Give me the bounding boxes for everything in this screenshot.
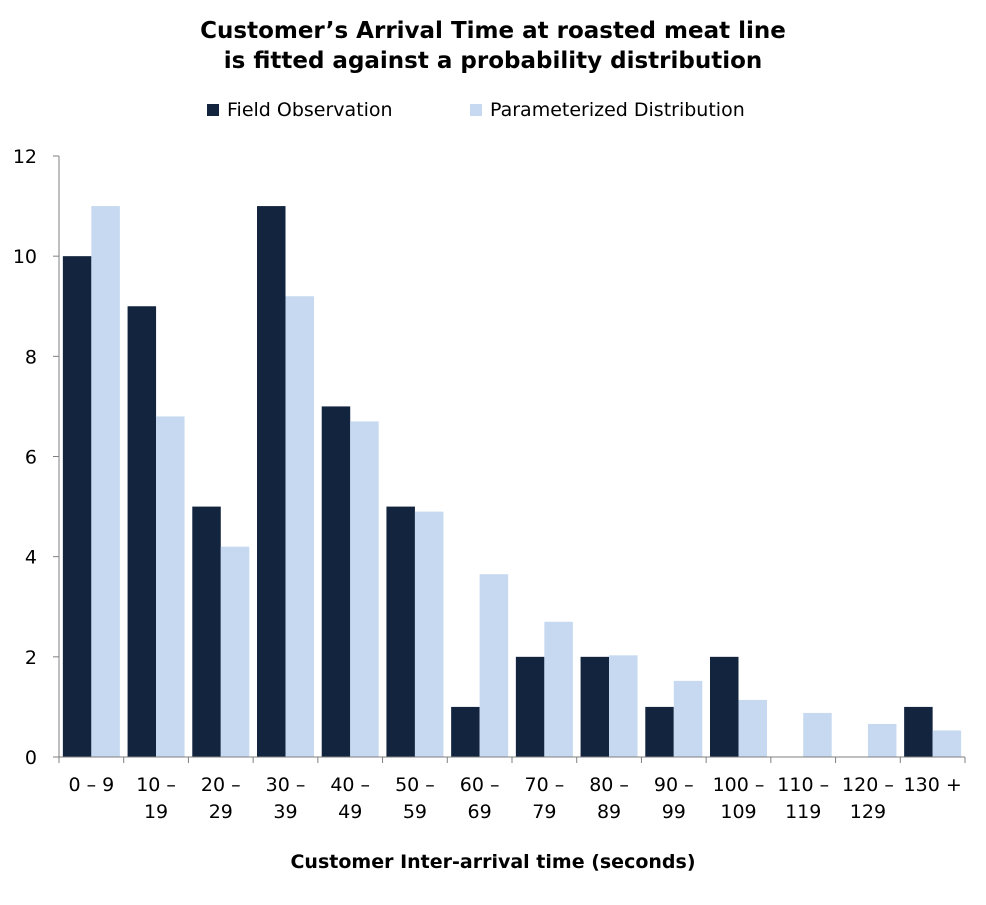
x-tick-label-12-line-2: 129 bbox=[850, 801, 886, 823]
x-tick-label-0-line-1: 0 – 9 bbox=[68, 774, 114, 796]
x-tick-label-8-line-2: 89 bbox=[597, 801, 621, 823]
y-tick-label-6: 6 bbox=[25, 447, 37, 469]
bar-parameterized-distribution-13 bbox=[932, 730, 962, 757]
x-tick-label-7-line-1: 70 – bbox=[524, 774, 564, 796]
bar-field-observation-5 bbox=[386, 506, 415, 757]
x-tick-label-8-line-1: 80 – bbox=[589, 774, 629, 796]
y-tick-label-12: 12 bbox=[13, 146, 37, 168]
x-tick-label-6-line-2: 69 bbox=[468, 801, 492, 823]
bar-parameterized-distribution-6 bbox=[479, 574, 509, 757]
legend-label-field-observation: Field Observation bbox=[227, 99, 393, 121]
x-tick-label-10-line-2: 109 bbox=[720, 801, 756, 823]
bar-parameterized-distribution-5 bbox=[414, 511, 444, 757]
bar-field-observation-7 bbox=[515, 656, 545, 757]
y-tick-label-0: 0 bbox=[25, 747, 37, 769]
bar-parameterized-distribution-7 bbox=[544, 621, 573, 757]
bar-parameterized-distribution-9 bbox=[673, 680, 703, 757]
x-tick-label-6-line-1: 60 – bbox=[460, 774, 500, 796]
bar-parameterized-distribution-10 bbox=[738, 699, 767, 757]
legend-item-parameterized-distribution: Parameterized Distribution bbox=[470, 99, 745, 121]
x-tick-label-10-line-1: 100 – bbox=[713, 774, 765, 796]
x-tick-label-4-line-1: 40 – bbox=[330, 774, 370, 796]
bar-field-observation-6 bbox=[451, 706, 480, 757]
x-tick-label-3-line-2: 39 bbox=[273, 801, 297, 823]
x-tick-label-11-line-1: 110 – bbox=[777, 774, 829, 796]
bar-parameterized-distribution-1 bbox=[156, 416, 185, 757]
legend: Field Observation Parameterized Distribu… bbox=[0, 99, 986, 125]
legend-item-field-observation: Field Observation bbox=[207, 99, 393, 121]
bar-field-observation-3 bbox=[257, 206, 286, 758]
bar-field-observation-4 bbox=[321, 406, 351, 757]
bar-field-observation-1 bbox=[127, 306, 157, 757]
legend-swatch-parameterized-distribution bbox=[470, 104, 482, 116]
x-tick-label-3-line-1: 30 – bbox=[266, 774, 306, 796]
x-tick-label-2-line-1: 20 – bbox=[201, 774, 241, 796]
bar-field-observation-0 bbox=[62, 256, 92, 757]
x-tick-label-9-line-1: 90 – bbox=[654, 774, 694, 796]
bar-parameterized-distribution-12 bbox=[867, 723, 897, 757]
x-axis-title: Customer Inter-arrival time (seconds) bbox=[290, 851, 696, 873]
bar-field-observation-13 bbox=[904, 706, 933, 757]
x-tick-label-7-line-2: 79 bbox=[532, 801, 556, 823]
legend-swatch-field-observation bbox=[207, 104, 219, 116]
chart-title: Customer’s Arrival Time at roasted meat … bbox=[0, 16, 986, 76]
chart-title-line-1: Customer’s Arrival Time at roasted meat … bbox=[200, 18, 786, 44]
bar-parameterized-distribution-0 bbox=[91, 206, 120, 758]
bar-parameterized-distribution-2 bbox=[220, 546, 250, 757]
y-tick-label-8: 8 bbox=[25, 346, 37, 368]
y-tick-label-10: 10 bbox=[13, 246, 37, 268]
x-tick-label-1-line-2: 19 bbox=[144, 801, 168, 823]
x-tick-label-11-line-2: 119 bbox=[785, 801, 821, 823]
y-tick-label-2: 2 bbox=[25, 647, 37, 669]
bar-field-observation-2 bbox=[192, 506, 221, 757]
x-tick-label-4-line-2: 49 bbox=[338, 801, 362, 823]
x-tick-label-9-line-2: 99 bbox=[662, 801, 686, 823]
x-tick-label-5-line-1: 50 – bbox=[395, 774, 435, 796]
bar-parameterized-distribution-3 bbox=[285, 296, 314, 757]
bar-field-observation-10 bbox=[710, 656, 739, 757]
x-tick-label-5-line-2: 59 bbox=[403, 801, 427, 823]
x-tick-label-13-line-1: 130 + bbox=[904, 774, 962, 796]
bar-field-observation-8 bbox=[580, 656, 610, 757]
chart-title-line-2: is fitted against a probability distribu… bbox=[223, 48, 763, 74]
x-tick-label-12-line-1: 120 – bbox=[842, 774, 894, 796]
legend-label-parameterized-distribution: Parameterized Distribution bbox=[490, 99, 745, 121]
bar-parameterized-distribution-8 bbox=[609, 655, 638, 757]
x-tick-label-2-line-2: 29 bbox=[209, 801, 233, 823]
bar-field-observation-9 bbox=[645, 706, 674, 757]
bar-parameterized-distribution-4 bbox=[350, 421, 379, 757]
x-tick-label-1-line-1: 10 – bbox=[136, 774, 176, 796]
bar-parameterized-distribution-11 bbox=[803, 712, 832, 757]
y-tick-label-4: 4 bbox=[25, 547, 37, 569]
